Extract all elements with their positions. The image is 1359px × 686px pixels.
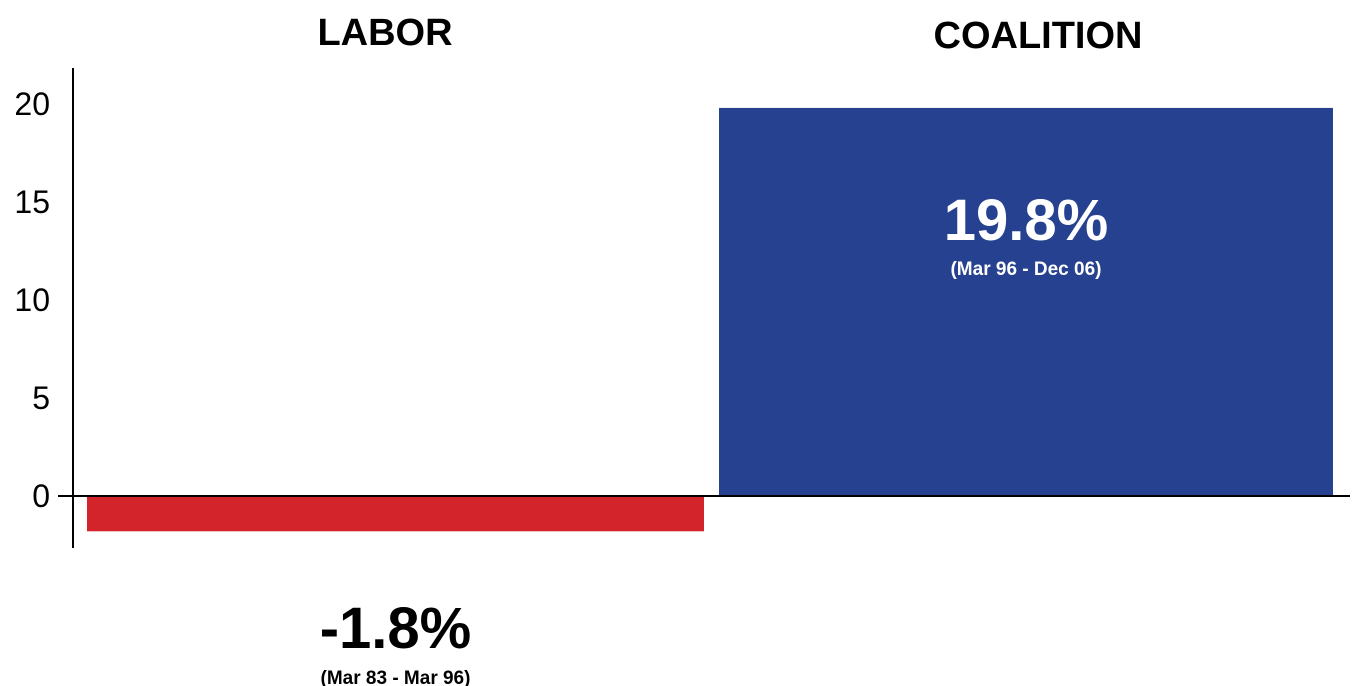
y-tick-label-15: 15 xyxy=(14,184,50,220)
data-label-coalition: 19.8% xyxy=(944,188,1108,253)
category-label-coalition: COALITION xyxy=(934,15,1143,57)
category-label-labor: LABOR xyxy=(317,12,452,54)
data-label-labor: -1.8% xyxy=(320,596,472,661)
bar-labor xyxy=(87,496,704,532)
y-tick-label-0: 0 xyxy=(32,478,50,514)
y-tick-label-10: 10 xyxy=(14,282,50,318)
period-label-coalition: (Mar 96 - Dec 06) xyxy=(950,259,1101,280)
y-tick-label-5: 5 xyxy=(32,380,50,416)
y-tick-label-20: 20 xyxy=(14,86,50,122)
bar-coalition xyxy=(719,107,1333,497)
period-label-labor: (Mar 83 - Mar 96) xyxy=(321,668,471,686)
